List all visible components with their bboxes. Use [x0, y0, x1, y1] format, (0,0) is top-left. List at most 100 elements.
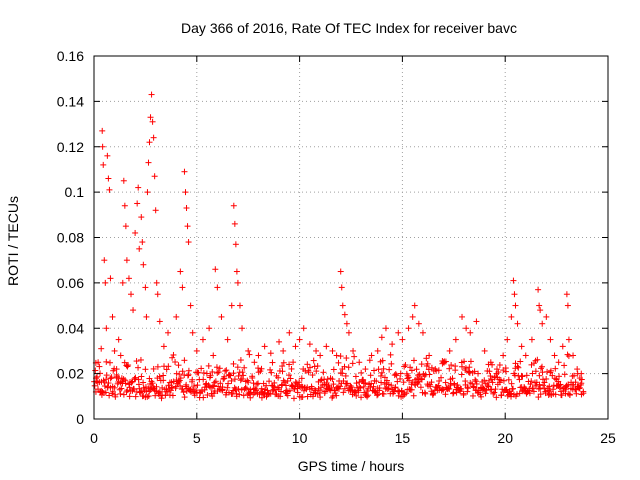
data-point [407, 364, 414, 371]
data-point [370, 383, 377, 390]
data-point [243, 385, 250, 392]
data-point [423, 355, 430, 362]
data-point [337, 268, 344, 275]
data-point [452, 336, 459, 343]
data-point [371, 367, 378, 374]
data-point [296, 336, 303, 343]
data-point [156, 373, 163, 380]
data-point [473, 380, 480, 387]
data-point [417, 375, 424, 382]
data-point [380, 365, 387, 372]
data-point [430, 390, 437, 397]
data-point [175, 362, 182, 369]
data-point [215, 383, 222, 390]
data-point [466, 364, 473, 371]
data-point [239, 325, 246, 332]
data-point [258, 385, 265, 392]
data-point [151, 173, 158, 180]
data-point [426, 352, 433, 359]
data-point [145, 159, 152, 166]
data-point [123, 257, 130, 264]
data-point [179, 368, 186, 375]
data-point [217, 380, 224, 387]
data-point [288, 365, 295, 372]
data-point [482, 390, 489, 397]
data-point [487, 372, 494, 379]
data-point [223, 367, 230, 374]
data-point [213, 364, 220, 371]
data-point [184, 223, 191, 230]
data-point [529, 385, 536, 392]
data-point [578, 370, 585, 377]
data-point [207, 372, 214, 379]
data-point [355, 389, 362, 396]
data-point [436, 377, 443, 384]
data-point [231, 220, 238, 227]
data-point [367, 372, 374, 379]
data-point [140, 379, 147, 386]
data-point [241, 364, 248, 371]
data-point [374, 347, 381, 354]
data-point [343, 355, 350, 362]
data-point [462, 365, 469, 372]
data-point [148, 91, 155, 98]
data-point [345, 364, 352, 371]
data-point [314, 363, 321, 370]
data-point [170, 351, 177, 358]
data-point [329, 393, 336, 400]
data-point [462, 378, 469, 385]
data-point [237, 377, 244, 384]
y-tick-label: 0.1 [65, 184, 85, 200]
data-point [566, 391, 573, 398]
data-point [374, 392, 381, 399]
data-point [508, 313, 515, 320]
data-point [200, 394, 207, 401]
data-point [368, 380, 375, 387]
data-point [481, 377, 488, 384]
data-point [131, 386, 138, 393]
data-point [294, 389, 301, 396]
data-point [449, 375, 456, 382]
data-point [245, 347, 252, 354]
data-point [440, 386, 447, 393]
data-point [246, 351, 253, 358]
data-point [410, 357, 417, 364]
data-point [378, 369, 385, 376]
data-point [317, 352, 324, 359]
data-point [245, 379, 252, 386]
data-point [362, 366, 369, 373]
x-tick-label: 10 [292, 430, 308, 446]
data-point [153, 279, 160, 286]
data-point [341, 311, 348, 318]
data-point [99, 143, 106, 150]
data-point [103, 358, 110, 365]
x-tick-label: 20 [497, 430, 513, 446]
data-point [353, 392, 360, 399]
data-point [570, 372, 577, 379]
data-point [203, 370, 210, 377]
data-point [239, 369, 246, 376]
data-point [526, 385, 533, 392]
data-point [184, 372, 191, 379]
data-point [222, 367, 229, 374]
data-point [313, 368, 320, 375]
data-point [540, 382, 547, 389]
data-point [438, 374, 445, 381]
data-point [383, 377, 390, 384]
data-point [242, 384, 249, 391]
data-point [498, 392, 505, 399]
data-point [138, 388, 145, 395]
data-point [329, 376, 336, 383]
data-point [500, 352, 507, 359]
data-point [102, 279, 109, 286]
data-point [558, 392, 565, 399]
data-point [224, 384, 231, 391]
data-point [137, 389, 144, 396]
data-point [428, 364, 435, 371]
data-point [367, 384, 374, 391]
data-point [448, 362, 455, 369]
y-tick-label: 0 [76, 411, 84, 427]
data-point [251, 359, 258, 366]
data-point [460, 390, 467, 397]
data-point [485, 383, 492, 390]
